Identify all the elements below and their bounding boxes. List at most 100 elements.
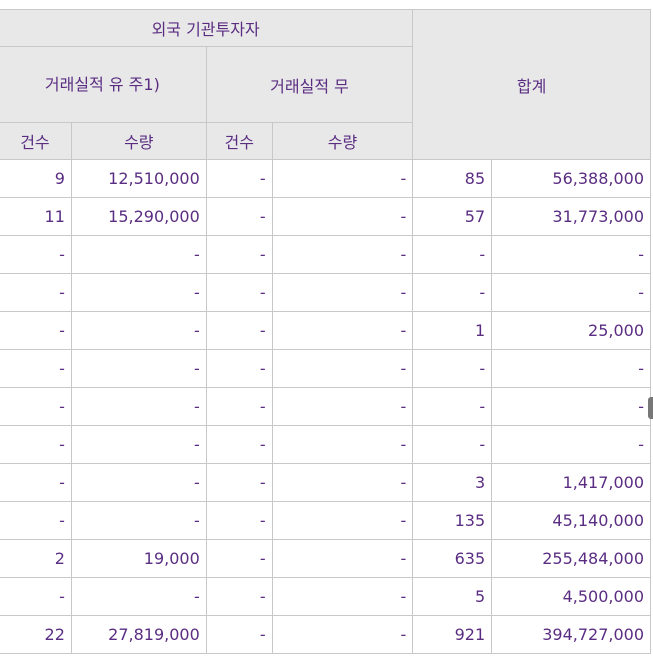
traded-yes-count-cell: 11 xyxy=(0,197,72,236)
traded-yes-header: 거래실적 유 주1) xyxy=(0,46,207,123)
total-quantity-cell: 1,417,000 xyxy=(491,463,651,502)
traded-yes-count-cell: - xyxy=(0,235,72,274)
traded-no-count-cell: - xyxy=(205,197,273,236)
total-count-cell: - xyxy=(412,235,493,274)
traded-no-quantity-cell: - xyxy=(271,197,414,236)
total-quantity-cell: 25,000 xyxy=(491,311,651,350)
total-quantity-cell: - xyxy=(491,425,651,464)
foreign-institutional-investor-header: 외국 기관투자자 xyxy=(0,9,414,47)
table-row: 9 12,510,000 - - 85 56,388,000 xyxy=(0,159,651,198)
traded-no-quantity-cell: - xyxy=(271,311,414,350)
table-row: - - - - 135 45,140,000 xyxy=(0,501,651,540)
traded-yes-count-cell: - xyxy=(0,501,72,540)
traded-yes-quantity-cell: 12,510,000 xyxy=(70,159,207,198)
traded-yes-count-cell: - xyxy=(0,311,72,350)
traded-yes-quantity-cell: - xyxy=(70,501,207,540)
total-count-cell: 1 xyxy=(412,311,493,350)
traded-no-quantity-cell: - xyxy=(271,615,414,654)
table-row: - - - - 5 4,500,000 xyxy=(0,577,651,616)
traded-no-count-cell: - xyxy=(205,425,273,464)
quantity-header: 수량 xyxy=(271,122,414,160)
traded-no-quantity-cell: - xyxy=(271,273,414,312)
traded-no-quantity-cell: - xyxy=(271,425,414,464)
total-count-cell: - xyxy=(412,349,493,388)
traded-yes-quantity-cell: 19,000 xyxy=(70,539,207,578)
traded-no-quantity-cell: - xyxy=(271,235,414,274)
table-row-total: 22 27,819,000 - - 921 394,727,000 xyxy=(0,615,651,654)
traded-yes-count-cell: 9 xyxy=(0,159,72,198)
traded-no-count-cell: - xyxy=(205,577,273,616)
scrollbar-thumb[interactable] xyxy=(648,397,653,419)
table-row: - - - - - - xyxy=(0,349,651,388)
total-header: 합계 xyxy=(412,9,651,160)
traded-yes-quantity-cell: - xyxy=(70,273,207,312)
traded-no-count-cell: - xyxy=(205,349,273,388)
traded-no-count-cell: - xyxy=(205,615,273,654)
table-row: 2 19,000 - - 635 255,484,000 xyxy=(0,539,651,578)
total-count-cell: 135 xyxy=(412,501,493,540)
total-quantity-cell: 56,388,000 xyxy=(491,159,651,198)
traded-no-quantity-cell: - xyxy=(271,349,414,388)
total-quantity-cell: 255,484,000 xyxy=(491,539,651,578)
total-quantity-cell: 394,727,000 xyxy=(491,615,651,654)
traded-no-count-cell: - xyxy=(205,501,273,540)
traded-yes-count-cell: - xyxy=(0,577,72,616)
traded-yes-count-cell: - xyxy=(0,273,72,312)
traded-no-count-cell: - xyxy=(205,235,273,274)
traded-yes-count-cell: - xyxy=(0,425,72,464)
total-quantity-cell: 4,500,000 xyxy=(491,577,651,616)
traded-no-quantity-cell: - xyxy=(271,159,414,198)
total-count-cell: 921 xyxy=(412,615,493,654)
table-row: - - - - 1 25,000 xyxy=(0,311,651,350)
total-count-cell: 635 xyxy=(412,539,493,578)
traded-yes-quantity-cell: - xyxy=(70,387,207,426)
traded-no-count-cell: - xyxy=(205,463,273,502)
total-quantity-cell: - xyxy=(491,273,651,312)
traded-no-count-cell: - xyxy=(205,273,273,312)
quantity-header: 수량 xyxy=(70,122,207,160)
total-count-cell: 5 xyxy=(412,577,493,616)
total-quantity-cell: 31,773,000 xyxy=(491,197,651,236)
traded-yes-quantity-cell: - xyxy=(70,463,207,502)
table-row: - - - - - - xyxy=(0,425,651,464)
traded-no-header: 거래실적 무 xyxy=(205,46,414,123)
table-row: 11 15,290,000 - - 57 31,773,000 xyxy=(0,197,651,236)
traded-no-quantity-cell: - xyxy=(271,501,414,540)
traded-no-quantity-cell: - xyxy=(271,539,414,578)
traded-yes-count-cell: 2 xyxy=(0,539,72,578)
count-header: 건수 xyxy=(0,122,72,160)
total-quantity-cell: - xyxy=(491,235,651,274)
total-count-cell: 3 xyxy=(412,463,493,502)
traded-yes-quantity-cell: - xyxy=(70,425,207,464)
total-quantity-cell: - xyxy=(491,387,651,426)
traded-yes-count-cell: 22 xyxy=(0,615,72,654)
traded-yes-count-cell: - xyxy=(0,387,72,426)
total-count-cell: 85 xyxy=(412,159,493,198)
traded-yes-count-cell: - xyxy=(0,463,72,502)
count-header: 건수 xyxy=(205,122,273,160)
table-row: - - - - - - xyxy=(0,235,651,274)
total-quantity-cell: 45,140,000 xyxy=(491,501,651,540)
total-count-cell: - xyxy=(412,425,493,464)
traded-no-count-cell: - xyxy=(205,539,273,578)
traded-yes-quantity-cell: - xyxy=(70,311,207,350)
traded-yes-quantity-cell: - xyxy=(70,349,207,388)
table-row: - - - - - - xyxy=(0,387,651,426)
foreign-institutional-investor-table: 외국 기관투자자 합계 거래실적 유 주1) 거래실적 무 건수 수량 건수 수… xyxy=(0,9,651,654)
traded-no-count-cell: - xyxy=(205,159,273,198)
traded-no-count-cell: - xyxy=(205,387,273,426)
traded-no-count-cell: - xyxy=(205,311,273,350)
table-row: - - - - - - xyxy=(0,273,651,312)
traded-yes-quantity-cell: - xyxy=(70,235,207,274)
traded-yes-quantity-cell: 27,819,000 xyxy=(70,615,207,654)
traded-yes-quantity-cell: - xyxy=(70,577,207,616)
total-quantity-cell: - xyxy=(491,349,651,388)
total-count-cell: - xyxy=(412,387,493,426)
total-count-cell: - xyxy=(412,273,493,312)
traded-no-quantity-cell: - xyxy=(271,577,414,616)
total-count-cell: 57 xyxy=(412,197,493,236)
table-body: 9 12,510,000 - - 85 56,388,000 11 15,290… xyxy=(0,159,651,654)
traded-yes-quantity-cell: 15,290,000 xyxy=(70,197,207,236)
table-row: - - - - 3 1,417,000 xyxy=(0,463,651,502)
